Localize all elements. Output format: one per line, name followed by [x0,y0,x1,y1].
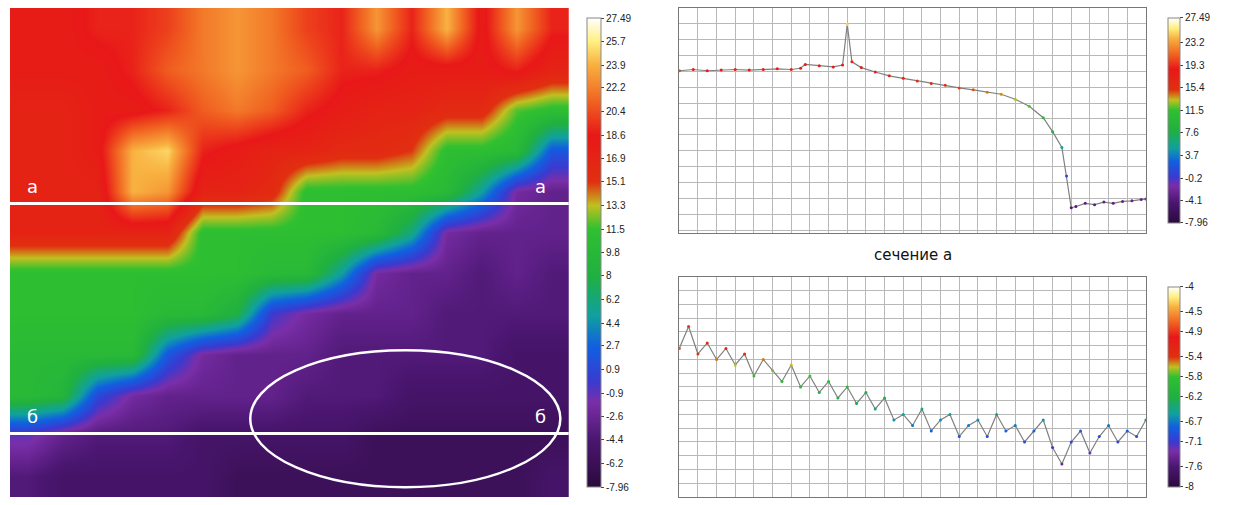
svg-text:16.9: 16.9 [606,153,626,164]
svg-text:-0.9: -0.9 [606,388,624,399]
svg-text:27.49: 27.49 [1185,12,1210,23]
svg-text:а: а [27,176,38,197]
svg-text:0.9: 0.9 [606,364,620,375]
svg-text:9.8: 9.8 [606,247,620,258]
svg-text:7.6: 7.6 [1185,127,1199,138]
svg-text:4.4: 4.4 [606,318,620,329]
svg-text:-5.4: -5.4 [1185,351,1203,362]
svg-text:11.5: 11.5 [606,224,625,235]
svg-text:-7.96: -7.96 [1185,217,1208,228]
svg-text:сечение а: сечение а [874,246,952,264]
svg-text:-7.1: -7.1 [1185,436,1203,447]
svg-text:19.3: 19.3 [1185,60,1205,71]
svg-text:23.9: 23.9 [606,60,626,71]
svg-text:22.2: 22.2 [606,82,626,93]
svg-text:-2.6: -2.6 [606,411,624,422]
svg-text:-4.5: -4.5 [1185,306,1203,317]
svg-text:2.7: 2.7 [606,340,620,351]
svg-text:27.49: 27.49 [606,13,631,24]
svg-text:11.5: 11.5 [1185,105,1204,116]
svg-text:-0.2: -0.2 [1185,173,1203,184]
svg-text:18.6: 18.6 [606,130,626,141]
svg-text:-7.6: -7.6 [1185,461,1203,472]
svg-text:-4.4: -4.4 [606,434,624,445]
svg-text:-5.8: -5.8 [1185,371,1203,382]
svg-text:-7.96: -7.96 [606,482,629,493]
svg-text:-4: -4 [1185,281,1194,292]
svg-text:-6.2: -6.2 [606,458,624,469]
svg-text:25.7: 25.7 [606,36,626,47]
svg-text:3.7: 3.7 [1185,150,1199,161]
svg-text:-6.2: -6.2 [1185,391,1203,402]
svg-text:-8: -8 [1185,481,1194,492]
svg-text:15.4: 15.4 [1185,82,1205,93]
svg-text:23.2: 23.2 [1185,37,1205,48]
svg-text:-6.7: -6.7 [1185,416,1203,427]
svg-text:8: 8 [606,270,612,281]
svg-text:б: б [535,406,546,427]
svg-text:б: б [27,406,38,427]
svg-text:-4.1: -4.1 [1185,195,1203,206]
svg-text:а: а [535,176,546,197]
svg-text:13.3: 13.3 [606,200,626,211]
svg-text:6.2: 6.2 [606,294,620,305]
svg-text:-4.9: -4.9 [1185,326,1203,337]
svg-text:20.4: 20.4 [606,106,626,117]
svg-text:15.1: 15.1 [606,176,626,187]
